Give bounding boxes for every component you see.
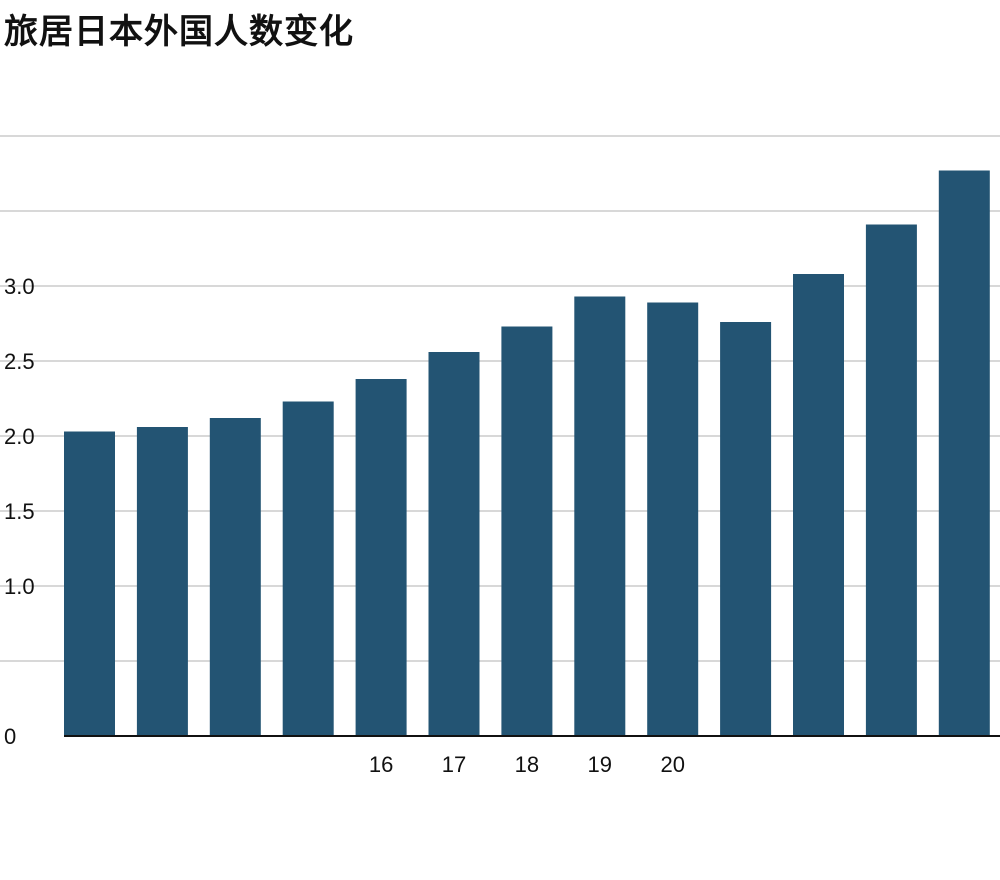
x-tick-label: 19: [588, 752, 612, 777]
bar: [428, 352, 480, 736]
y-tick-label: 2.0: [4, 424, 35, 449]
y-tick-label: 2.5: [4, 349, 35, 374]
y-tick-label: 1.5: [4, 499, 35, 524]
bar: [355, 379, 407, 736]
bar: [865, 224, 917, 736]
x-tick-label: 16: [369, 752, 393, 777]
bar: [282, 401, 334, 736]
y-tick-label: 3.0: [4, 274, 35, 299]
bar: [501, 326, 553, 736]
y-axis-tick-labels: 0 1.0 1.5 2.0 2.5 3.0: [4, 274, 35, 749]
x-tick-label: 20: [660, 752, 684, 777]
bar: [64, 431, 115, 736]
x-tick-label: 17: [442, 752, 466, 777]
bar: [720, 322, 772, 736]
bar: [574, 296, 626, 736]
bar: [647, 302, 699, 736]
x-tick-label: 18: [515, 752, 539, 777]
bar: [938, 170, 990, 736]
y-tick-label: 0: [4, 724, 16, 749]
bar: [136, 427, 188, 736]
bars: [64, 170, 990, 736]
chart-title: 旅居日本外国人数变化: [4, 12, 354, 52]
bar: [209, 418, 261, 736]
bar: [793, 274, 844, 736]
x-axis-tick-labels: 16 17 18 19 20: [369, 752, 685, 777]
y-tick-label: 1.0: [4, 574, 35, 599]
